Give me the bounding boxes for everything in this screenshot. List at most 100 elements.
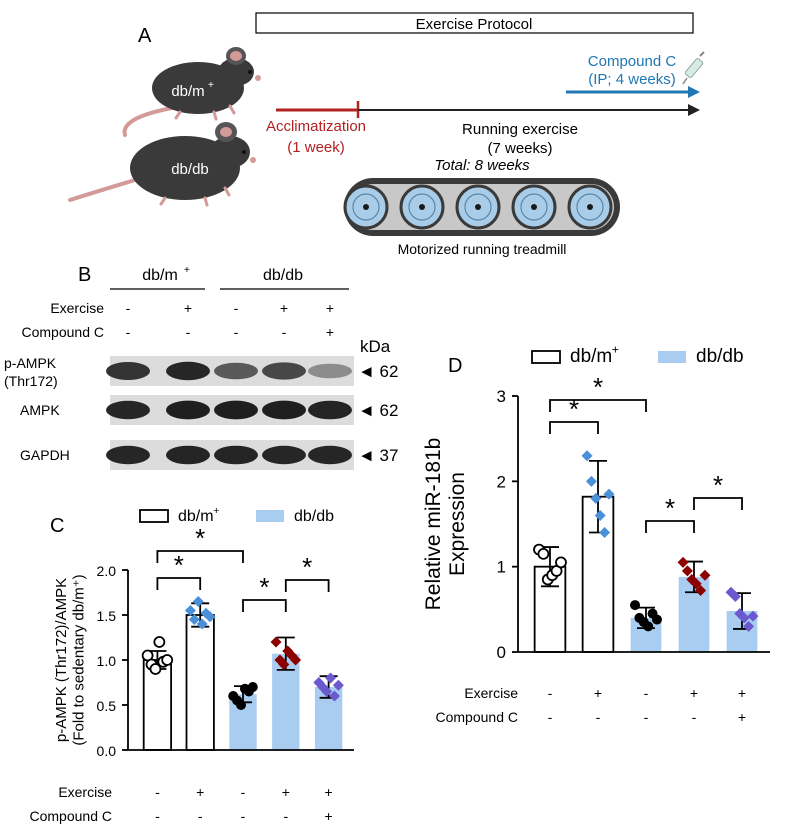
exercise-sign: +: [690, 685, 698, 701]
blot-exercise-sign: -: [126, 300, 131, 316]
data-point: [184, 605, 196, 616]
data-point: [651, 614, 662, 625]
y-tick-label: 0.0: [97, 743, 117, 759]
compound-c-sign: +: [325, 808, 333, 824]
data-point: [149, 663, 162, 675]
compound-c-sign: -: [155, 808, 160, 824]
running-label: Running exercise: [462, 121, 578, 138]
blot-band: [166, 361, 210, 381]
y-tick-label: 3: [497, 387, 506, 406]
blot-label: GAPDH: [20, 447, 70, 463]
row-label-compound-c: Compound C: [436, 709, 519, 725]
treadmill-wheel-ring: [520, 193, 548, 221]
blot-size-label: ◄ 62: [358, 362, 398, 381]
y-tick-label: 0: [497, 643, 506, 662]
significance-bracket: [645, 520, 695, 533]
data-point: [321, 686, 333, 697]
mouse-icon-dbdb: [68, 122, 256, 207]
blot-compound-sign: -: [126, 324, 131, 340]
data-point: [325, 672, 337, 684]
blot-band: [166, 400, 210, 420]
blot-label: AMPK: [20, 402, 60, 418]
legend-label-dbm: db/m: [178, 508, 214, 525]
blot-band: [214, 362, 258, 380]
data-point: [695, 585, 707, 597]
exercise-sign: -: [644, 685, 649, 701]
exercise-sign: +: [325, 784, 333, 800]
mouse-icon-dbm: [122, 47, 261, 137]
blot-band: [166, 445, 210, 465]
blot-band: [106, 400, 150, 420]
significance-star: *: [302, 552, 312, 582]
protocol-box: [255, 12, 694, 34]
kda-label: kDa: [360, 337, 391, 356]
data-point: [153, 636, 166, 648]
treadmill-icon: [343, 178, 620, 236]
data-point: [643, 621, 654, 632]
blot-label-sub: (Thr172): [4, 373, 58, 389]
blot-group-dbm-sup: +: [184, 265, 190, 276]
total-duration: Total: 8 weeks: [434, 157, 530, 174]
data-point: [332, 679, 344, 691]
panel-b-label: B: [78, 264, 91, 286]
data-point: [192, 596, 204, 607]
treadmill-wheel-hub: [363, 204, 369, 210]
significance-bracket: [156, 577, 202, 590]
significance-bracket: [549, 421, 599, 434]
blot-band: [262, 362, 306, 380]
protocol-header: Exercise Protocol: [416, 16, 533, 33]
data-point: [681, 565, 693, 577]
bar: [185, 614, 215, 751]
blot-row-exercise: Exercise: [50, 300, 104, 316]
data-point: [247, 682, 258, 692]
exercise-sign: -: [241, 784, 246, 800]
data-point: [236, 700, 247, 710]
y-tick-label: 2.0: [97, 563, 117, 579]
data-point: [328, 690, 340, 702]
legend-label-dbdb: db/db: [294, 508, 334, 525]
exercise-sign: +: [282, 784, 290, 800]
legend-label-dbm-sup: +: [213, 506, 219, 517]
exercise-sign: -: [155, 784, 160, 800]
treadmill-label: Motorized running treadmill: [398, 241, 567, 257]
row-label-exercise: Exercise: [58, 784, 112, 800]
significance-star: *: [665, 493, 675, 523]
mouse-label-dbdb: db/db: [171, 161, 209, 178]
data-point: [729, 591, 741, 603]
panel-b: B db/m + db/db Exercise Compound C - + - + +…: [4, 264, 398, 470]
treadmill-wheel-ring: [408, 193, 436, 221]
compound-c-arrowhead: [688, 86, 700, 98]
data-point: [603, 488, 615, 500]
data-point: [585, 475, 597, 487]
blot-compound-sign: +: [326, 324, 334, 340]
blot-size-label: ◄ 37: [358, 446, 398, 465]
blot-band: [214, 445, 258, 465]
acclimatization-label: Acclimatization: [266, 118, 366, 135]
y-axis-label: p-AMPK (Thr172)/AMPK(Fold to sedentary d…: [53, 574, 87, 745]
blot-compound-sign: -: [234, 324, 239, 340]
chart-c: db/m + db/db0.00.51.01.52.0p-AMPK (Thr172)…: [30, 506, 354, 824]
data-point: [677, 556, 689, 568]
data-point: [590, 492, 602, 504]
acclimatization-duration: (1 week): [287, 139, 345, 156]
treadmill-wheel-hub: [419, 204, 425, 210]
data-point: [581, 450, 593, 462]
blot-exercise-sign: -: [234, 300, 239, 316]
row-label-exercise: Exercise: [464, 685, 518, 701]
row-label-compound-c: Compound C: [30, 808, 113, 824]
significance-bracket: [549, 399, 647, 412]
data-point: [196, 618, 208, 630]
blot-row-compound-c: Compound C: [22, 324, 105, 340]
compound-c-label: Compound C: [588, 53, 677, 70]
panel-d-label: D: [448, 355, 462, 377]
exercise-sign: +: [594, 685, 602, 701]
significance-bracket: [242, 599, 287, 612]
blot-group-dbm: db/m: [142, 267, 178, 284]
compound-c-sign: -: [241, 808, 246, 824]
y-axis-label: Relative miR-181bExpression: [422, 438, 469, 611]
blot-size-label: ◄ 62: [358, 401, 398, 420]
treadmill-wheel-ring: [576, 193, 604, 221]
significance-star: *: [569, 394, 579, 424]
